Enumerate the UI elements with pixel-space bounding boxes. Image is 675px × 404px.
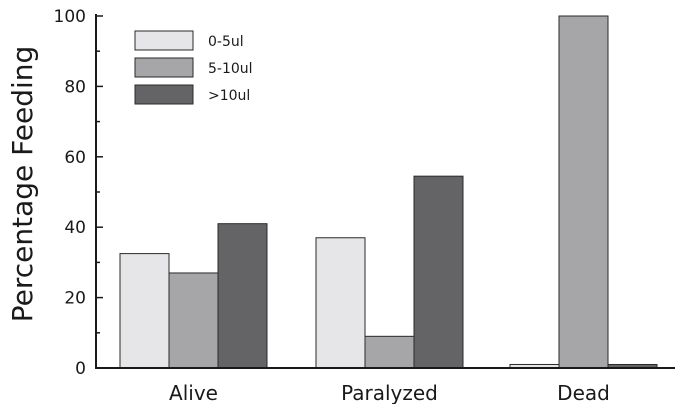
bar-alive-series-0: [119, 253, 170, 369]
y-axis-ticks: 0 20 40 60 80 100: [54, 7, 103, 379]
legend-swatch: [134, 57, 194, 78]
x-category-label: Paralyzed: [341, 381, 438, 404]
bar-alive-series-1: [168, 272, 219, 369]
y-tick-label: 60: [64, 148, 86, 168]
bar-paralyzed-series-2: [413, 175, 464, 369]
y-tick-label: 80: [64, 77, 86, 97]
legend-label: >10ul: [208, 88, 250, 104]
x-category-label: Dead: [557, 381, 610, 404]
y-tick-label: 40: [64, 218, 86, 238]
y-tick-label: 100: [54, 7, 86, 27]
legend: 0-5ul 5-10ul >10ul: [134, 30, 253, 105]
bar-dead-series-1: [558, 15, 609, 369]
y-tick-label: 20: [64, 289, 86, 309]
x-axis-labels: Alive Paralyzed Dead: [169, 381, 610, 404]
legend-label: 5-10ul: [208, 61, 253, 77]
bar-paralyzed-series-1: [364, 335, 415, 369]
bars: [119, 15, 658, 369]
legend-label: 0-5ul: [208, 34, 244, 50]
legend-swatch: [134, 84, 194, 105]
x-category-label: Alive: [169, 381, 218, 404]
y-tick-label: 0: [75, 359, 86, 379]
bar-paralyzed-series-0: [315, 237, 366, 369]
y-axis-title: Percentage Feeding: [6, 46, 39, 323]
bar-alive-series-2: [217, 223, 268, 369]
legend-swatch: [134, 30, 194, 51]
